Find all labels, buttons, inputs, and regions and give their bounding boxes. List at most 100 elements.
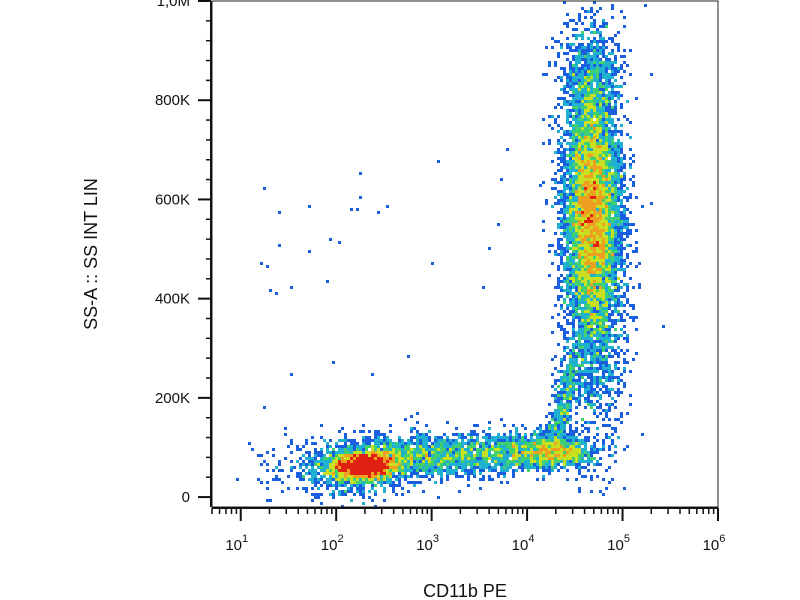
event-cell bbox=[605, 100, 608, 103]
event-cell bbox=[620, 169, 623, 172]
event-cell bbox=[596, 208, 599, 211]
event-cell bbox=[590, 328, 593, 331]
event-cell bbox=[599, 223, 602, 226]
event-cell bbox=[599, 361, 602, 364]
event-cell bbox=[599, 463, 602, 466]
event-cell bbox=[575, 274, 578, 277]
event-cell bbox=[572, 223, 575, 226]
event-cell bbox=[584, 199, 587, 202]
event-cell bbox=[602, 136, 605, 139]
event-cell bbox=[293, 466, 296, 469]
event-cell bbox=[329, 439, 332, 442]
event-cell bbox=[362, 496, 365, 499]
event-cell bbox=[374, 433, 377, 436]
event-cell bbox=[623, 184, 626, 187]
event-cell bbox=[485, 451, 488, 454]
event-cell bbox=[617, 253, 620, 256]
event-cell bbox=[335, 442, 338, 445]
event-cell bbox=[563, 250, 566, 253]
event-cell bbox=[383, 439, 386, 442]
event-cell bbox=[416, 451, 419, 454]
event-cell bbox=[362, 457, 365, 460]
event-cell bbox=[584, 310, 587, 313]
event-cell bbox=[626, 229, 629, 232]
event-cell bbox=[608, 151, 611, 154]
event-cell bbox=[608, 352, 611, 355]
event-cell bbox=[602, 301, 605, 304]
event-cell bbox=[611, 124, 614, 127]
event-cell bbox=[590, 100, 593, 103]
event-cell bbox=[620, 238, 623, 241]
event-cell bbox=[602, 478, 605, 481]
event-cell bbox=[575, 226, 578, 229]
event-cell bbox=[485, 445, 488, 448]
event-cell bbox=[296, 460, 299, 463]
event-cell bbox=[608, 109, 611, 112]
event-cell bbox=[488, 457, 491, 460]
event-cell bbox=[386, 205, 389, 208]
event-cell bbox=[578, 403, 581, 406]
event-cell bbox=[581, 232, 584, 235]
event-cell bbox=[605, 58, 608, 61]
event-cell bbox=[608, 271, 611, 274]
event-cell bbox=[629, 73, 632, 76]
event-cell bbox=[605, 487, 608, 490]
event-cell bbox=[266, 451, 269, 454]
event-cell bbox=[602, 25, 605, 28]
event-cell bbox=[464, 451, 467, 454]
event-cell bbox=[590, 190, 593, 193]
event-cell bbox=[608, 94, 611, 97]
event-cell bbox=[620, 178, 623, 181]
event-cell bbox=[515, 436, 518, 439]
event-cell bbox=[545, 448, 548, 451]
event-cell bbox=[608, 76, 611, 79]
event-cell bbox=[602, 373, 605, 376]
event-cell bbox=[569, 130, 572, 133]
event-cell bbox=[341, 454, 344, 457]
event-cell bbox=[455, 463, 458, 466]
event-cell bbox=[617, 217, 620, 220]
event-cell bbox=[581, 238, 584, 241]
event-cell bbox=[554, 382, 557, 385]
event-cell bbox=[566, 208, 569, 211]
event-cell bbox=[386, 451, 389, 454]
event-cell bbox=[587, 172, 590, 175]
event-cell bbox=[623, 370, 626, 373]
event-cell bbox=[320, 454, 323, 457]
event-cell bbox=[575, 256, 578, 259]
event-cell bbox=[374, 472, 377, 475]
event-cell bbox=[572, 448, 575, 451]
event-cell bbox=[599, 199, 602, 202]
event-cell bbox=[590, 400, 593, 403]
event-cell bbox=[596, 67, 599, 70]
event-cell bbox=[587, 109, 590, 112]
event-cell bbox=[599, 232, 602, 235]
event-cell bbox=[350, 484, 353, 487]
event-cell bbox=[524, 457, 527, 460]
event-cell bbox=[599, 112, 602, 115]
event-cell bbox=[611, 52, 614, 55]
event-cell bbox=[356, 481, 359, 484]
event-cell bbox=[605, 247, 608, 250]
event-cell bbox=[305, 463, 308, 466]
event-cell bbox=[557, 142, 560, 145]
event-cell bbox=[563, 460, 566, 463]
event-cell bbox=[617, 256, 620, 259]
x-tick-label: 106 bbox=[703, 533, 726, 554]
event-cell bbox=[617, 289, 620, 292]
event-cell bbox=[599, 394, 602, 397]
event-cell bbox=[581, 49, 584, 52]
event-cell bbox=[464, 454, 467, 457]
event-cell bbox=[338, 439, 341, 442]
event-cell bbox=[413, 481, 416, 484]
event-cell bbox=[560, 295, 563, 298]
event-cell bbox=[578, 274, 581, 277]
event-cell bbox=[407, 448, 410, 451]
event-cell bbox=[551, 463, 554, 466]
event-cell bbox=[473, 430, 476, 433]
event-cell bbox=[575, 448, 578, 451]
event-cell bbox=[605, 274, 608, 277]
event-cell bbox=[374, 484, 377, 487]
event-cell bbox=[296, 445, 299, 448]
event-cell bbox=[458, 460, 461, 463]
